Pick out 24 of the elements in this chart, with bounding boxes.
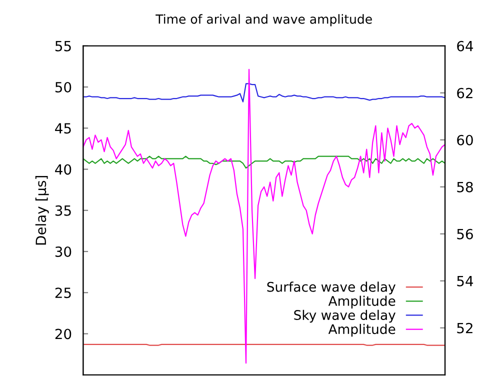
line-series	[83, 156, 446, 169]
chart-title: Time of arival and wave amplitude	[156, 14, 372, 26]
y-tick-label: 20	[55, 328, 72, 340]
y2-tick-label: 62	[457, 88, 472, 98]
y2-tick-label: 54	[457, 276, 474, 286]
line-series	[83, 83, 446, 102]
y-tick-label: 45	[55, 123, 71, 134]
y2-tick-label: 60	[457, 134, 473, 146]
legend-label: Sky wave delay	[294, 310, 396, 323]
y2-tick-label: 52	[457, 322, 472, 334]
y-tick-label: 50	[55, 82, 72, 92]
y2-tick-label: 64	[457, 40, 474, 52]
y-tick-label: 30	[55, 246, 72, 257]
y2-tick-label: 56	[457, 228, 473, 240]
legend-label: Amplitude	[328, 324, 396, 337]
y-tick-label: 55	[55, 41, 71, 52]
y-tick-label: 25	[55, 288, 71, 298]
y-tick-label: 40	[55, 164, 72, 175]
y-tick-label: 35	[55, 205, 71, 216]
y-axis-title: Delay [µs]	[35, 176, 49, 245]
y2-tick-label: 58	[457, 182, 473, 192]
line-series	[83, 68, 446, 364]
legend-label: Surface wave delay	[267, 282, 396, 294]
legend-label: Amplitude	[328, 296, 396, 308]
